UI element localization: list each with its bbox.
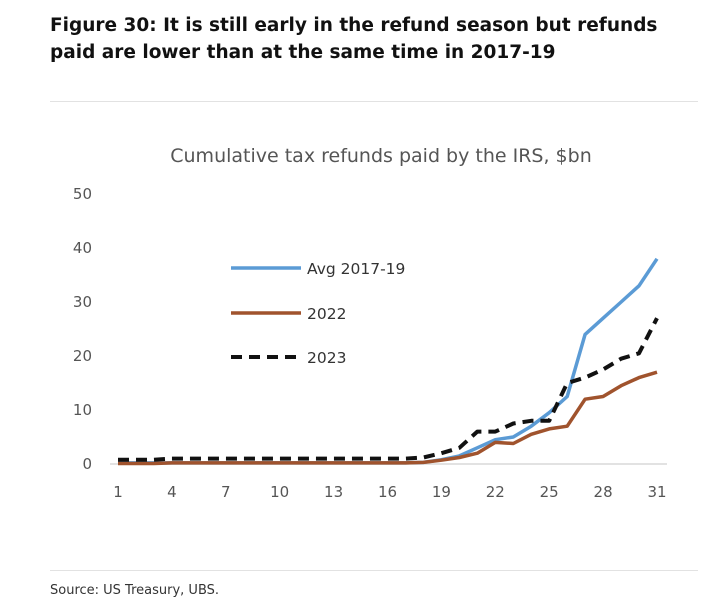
x-tick-label: 7 — [221, 483, 231, 501]
axis-layer: 0 10 20 30 40 50 1 4 7 10 13 16 19 22 25 28 31 — [73, 185, 667, 501]
x-tick-label: 28 — [594, 483, 613, 501]
chart-title: Cumulative tax refunds paid by the IRS, … — [170, 145, 592, 167]
y-tick-label: 30 — [73, 293, 92, 311]
legend: Avg 2017-19 2022 2023 — [231, 260, 405, 367]
y-tick-label: 40 — [73, 239, 92, 257]
x-tick-label: 19 — [432, 483, 451, 501]
top-divider — [50, 101, 698, 102]
x-tick-label: 22 — [486, 483, 505, 501]
y-tick-label: 10 — [73, 401, 92, 419]
legend-label-2022: 2022 — [307, 305, 346, 323]
y-tick-label: 0 — [82, 455, 92, 473]
figure-title-line-1: Figure 30: It is still early in the refu… — [50, 15, 658, 36]
x-tick-label: 31 — [647, 483, 666, 501]
x-tick-label: 4 — [167, 483, 177, 501]
legend-label-2023: 2023 — [307, 349, 346, 367]
series-line-2023 — [118, 317, 659, 462]
bottom-divider — [50, 570, 698, 571]
series-line-avg-2017-19 — [118, 257, 659, 465]
x-tick-label: 16 — [378, 483, 397, 501]
y-tick-label: 20 — [73, 347, 92, 365]
source-note: Source: US Treasury, UBS. — [50, 583, 220, 598]
series-line-2022 — [118, 370, 658, 466]
y-tick-label: 50 — [73, 185, 92, 203]
series-layer — [118, 257, 659, 466]
figure-title: Figure 30: It is still early in the refu… — [50, 12, 710, 66]
legend-label-avg-2017-19: Avg 2017-19 — [307, 260, 405, 278]
figure-title-line-2: paid are lower than at the same time in … — [50, 42, 556, 63]
x-tick-label: 13 — [324, 483, 343, 501]
x-tick-label: 10 — [270, 483, 289, 501]
x-tick-label: 25 — [540, 483, 559, 501]
x-tick-label: 1 — [113, 483, 123, 501]
